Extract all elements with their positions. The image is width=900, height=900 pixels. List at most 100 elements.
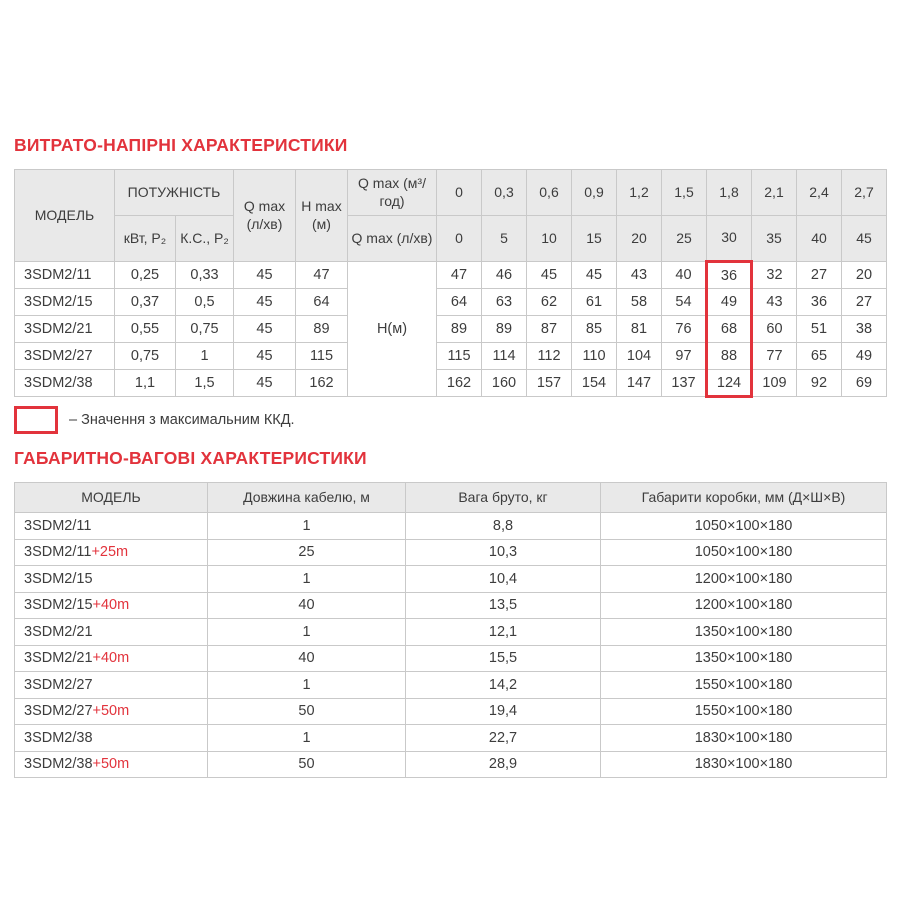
col-header-power-hp: К.С., Р₂ — [175, 215, 234, 262]
header-row: МОДЕЛЬ Довжина кабелю, м Вага бруто, кг … — [14, 482, 887, 513]
model-cell: 3SDM2/21 — [14, 315, 115, 343]
flow-lmin-tick: 30 — [706, 215, 752, 262]
flow-lmin-tick: 20 — [616, 215, 662, 262]
flow-lmin-tick: 35 — [751, 215, 797, 262]
col-header-box-dimensions: Габарити коробки, мм (Д×Ш×В) — [600, 482, 887, 513]
cable-length-cell: 25 — [207, 538, 406, 566]
model-name: 3SDM2/11 — [24, 517, 92, 534]
qmax-cell: 45 — [233, 288, 296, 316]
head-value-cell-max-efficiency: 36 — [705, 260, 753, 289]
hmax-cell: 47 — [295, 261, 348, 289]
head-value-cell: 85 — [571, 315, 617, 343]
flow-lmin-tick: 25 — [661, 215, 707, 262]
section1-title: ВИТРАТО-НАПІРНІ ХАРАКТЕРИСТИКИ — [14, 135, 348, 155]
table-row: 3SDM2/15+40m 40 13,5 1200×100×180 — [14, 591, 887, 619]
table-row: 3SDM2/11+25m 25 10,3 1050×100×180 — [14, 538, 887, 566]
header-row-2: кВт, Р₂ К.С., Р₂ Q max (л/хв) 0 5 10 15 … — [15, 215, 887, 262]
flow-lmin-tick: 45 — [841, 215, 887, 262]
head-value-cell: 154 — [571, 369, 617, 397]
table-row: 3SDM2/15 0,37 0,5 45 64 64 63 62 61 58 5… — [14, 288, 887, 316]
box-dimensions-cell: 1200×100×180 — [600, 565, 887, 593]
dimensions-weight-table: МОДЕЛЬ Довжина кабелю, м Вага бруто, кг … — [14, 482, 887, 778]
flow-lmin-tick: 5 — [481, 215, 527, 262]
head-value-cell: 40 — [661, 261, 707, 289]
header-row-1: МОДЕЛЬ ПОТУЖНІСТЬ Q max (л/хв) H max (м)… — [14, 169, 887, 262]
head-value-cell-max-efficiency: 68 — [705, 315, 753, 343]
head-value-cell-max-efficiency: 88 — [705, 342, 753, 370]
power-kw-cell: 0,75 — [114, 342, 176, 370]
head-value-cell: 160 — [481, 369, 527, 397]
power-kw-cell: 1,1 — [114, 369, 176, 397]
dimensions-table-body: 3SDM2/11 1 8,8 1050×100×180 3SDM2/11+25m… — [14, 512, 887, 778]
table-row: 3SDM2/38+50m 50 28,9 1830×100×180 — [14, 750, 887, 778]
table-row: 3SDM2/27 1 14,2 1550×100×180 — [14, 671, 887, 699]
model-cell: 3SDM2/15+40m — [14, 591, 208, 619]
model-name: 3SDM2/27 — [24, 676, 93, 693]
head-value-cell: 69 — [841, 369, 887, 397]
head-value-cell: 109 — [751, 369, 797, 397]
head-value-cell: 36 — [796, 288, 842, 316]
col-header-model: МОДЕЛЬ — [14, 482, 208, 513]
box-dimensions-cell: 1050×100×180 — [600, 538, 887, 566]
head-value-cell: 54 — [661, 288, 707, 316]
model-cell: 3SDM2/11 — [14, 261, 115, 289]
gross-weight-cell: 8,8 — [405, 512, 601, 540]
head-value-cell: 92 — [796, 369, 842, 397]
flow-m3h-tick: 0,9 — [571, 169, 617, 216]
table-row: 3SDM2/11 1 8,8 1050×100×180 — [14, 512, 887, 540]
head-value-cell: 62 — [526, 288, 572, 316]
power-hp-cell: 0,5 — [175, 288, 234, 316]
head-value-cell: 114 — [481, 342, 527, 370]
box-dimensions-cell: 1830×100×180 — [600, 750, 887, 778]
power-hp-cell: 1 — [175, 342, 234, 370]
legend-text: – Значення з максимальним ККД. — [69, 412, 295, 428]
head-value-cell: 64 — [436, 288, 482, 316]
power-hp-cell: 0,75 — [175, 315, 234, 343]
head-value-cell: 115 — [436, 342, 482, 370]
flow-m3h-tick: 1,2 — [616, 169, 662, 216]
head-value-cell: 77 — [751, 342, 797, 370]
gross-weight-cell: 10,4 — [405, 565, 601, 593]
hmax-cell: 89 — [295, 315, 348, 343]
head-value-cell: 38 — [841, 315, 887, 343]
col-header-qmax-lmin: Q max (л/хв) — [347, 215, 437, 262]
head-value-cell: 32 — [751, 261, 797, 289]
box-dimensions-cell: 1550×100×180 — [600, 697, 887, 725]
col-header-hmax: H max (м) — [295, 169, 348, 262]
table-row: 3SDM2/38 1 22,7 1830×100×180 — [14, 724, 887, 752]
qmax-cell: 45 — [233, 315, 296, 343]
flow-lmin-tick: 15 — [571, 215, 617, 262]
head-value-cell: 162 — [436, 369, 482, 397]
cable-length-cell: 1 — [207, 671, 406, 699]
head-value-cell: 46 — [481, 261, 527, 289]
head-value-cell: 89 — [481, 315, 527, 343]
model-cell: 3SDM2/21 — [14, 618, 208, 646]
flow-m3h-tick: 2,7 — [841, 169, 887, 216]
qmax-cell: 45 — [233, 342, 296, 370]
gross-weight-cell: 22,7 — [405, 724, 601, 752]
gross-weight-cell: 19,4 — [405, 697, 601, 725]
cable-length-cell: 40 — [207, 591, 406, 619]
power-kw-cell: 0,37 — [114, 288, 176, 316]
model-name: 3SDM2/21 — [24, 650, 93, 667]
head-value-cell: 63 — [481, 288, 527, 316]
gross-weight-cell: 14,2 — [405, 671, 601, 699]
cable-length-cell: 1 — [207, 565, 406, 593]
cable-length-cell: 1 — [207, 512, 406, 540]
col-header-model: МОДЕЛЬ — [14, 169, 115, 262]
qmax-cell: 45 — [233, 261, 296, 289]
model-cell: 3SDM2/15 — [14, 288, 115, 316]
head-value-cell: 49 — [841, 342, 887, 370]
section2-title: ГАБАРИТНО-ВАГОВІ ХАРАКТЕРИСТИКИ — [14, 448, 367, 468]
table-row: 3SDM2/11 0,25 0,33 45 47 Н(м) 47 46 45 4… — [14, 260, 887, 397]
gross-weight-cell: 28,9 — [405, 750, 601, 778]
head-value-cell: 51 — [796, 315, 842, 343]
cable-length-cell: 50 — [207, 750, 406, 778]
dimensions-table-header: МОДЕЛЬ Довжина кабелю, м Вага бруто, кг … — [14, 482, 887, 513]
cable-length-cell: 40 — [207, 644, 406, 672]
head-value-cell: 27 — [796, 261, 842, 289]
head-value-cell: 137 — [661, 369, 707, 397]
table-row: 3SDM2/21+40m 40 15,5 1350×100×180 — [14, 644, 887, 672]
col-header-power: ПОТУЖНІСТЬ — [114, 169, 234, 216]
